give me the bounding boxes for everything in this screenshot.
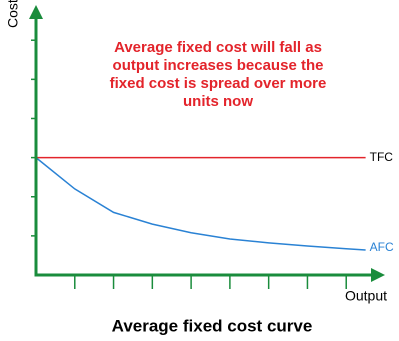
annotation: Average fixed cost will fall as — [114, 39, 322, 56]
annotation: fixed cost is spread over more — [110, 75, 327, 92]
x-axis-label: Output — [345, 288, 387, 304]
series-line — [35, 157, 366, 251]
series-label: AFC — [370, 240, 394, 254]
y-axis-label: Costs — [5, 0, 21, 28]
y-axis-arrow — [29, 5, 43, 19]
x-axis-arrow — [371, 268, 385, 282]
series-label: TFC — [370, 150, 394, 164]
chart-title: Average fixed cost curve — [112, 316, 313, 335]
annotation: output increases because the — [113, 57, 324, 74]
annotation: units now — [183, 93, 253, 110]
